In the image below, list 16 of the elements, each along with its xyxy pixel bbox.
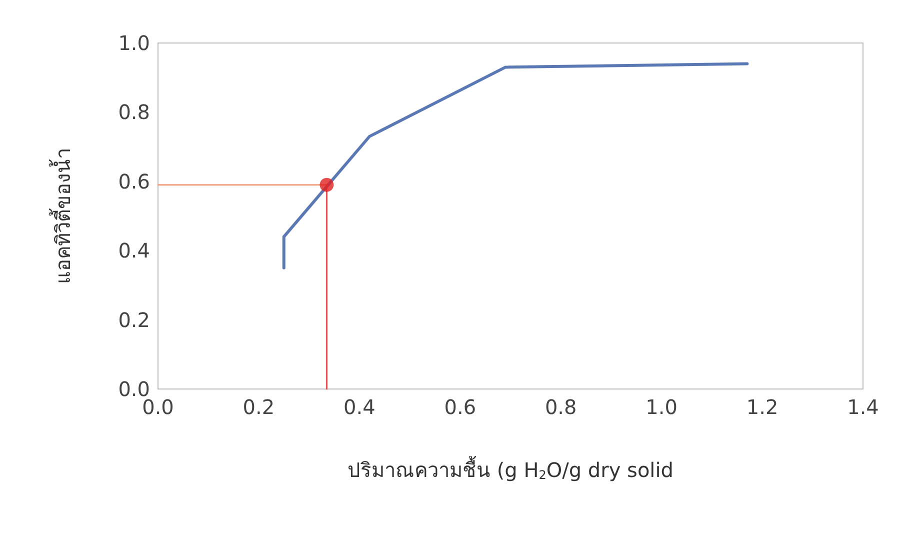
y-tick-label: 0.6 (118, 169, 150, 194)
y-tick-label: 0.2 (118, 308, 150, 332)
x-tick-label: 1.2 (746, 395, 778, 419)
y-axis-title: แอคทิวิตี้ของน้ำ (49, 148, 75, 284)
x-tick-label: 1.0 (646, 395, 678, 419)
x-axis-title: ปริมาณความชื้น (g H2O/g dry solid (347, 456, 674, 482)
y-tick-label: 0.8 (118, 100, 150, 124)
x-tick-label: 0.8 (544, 395, 577, 419)
line-series (282, 62, 749, 270)
x-tick-label: 0.4 (344, 395, 376, 419)
x-tick-label: 0.6 (444, 395, 476, 419)
x-tick-label: 0.0 (142, 395, 174, 419)
x-tick-label: 1.4 (847, 395, 879, 419)
y-tick-label: 1.0 (118, 31, 150, 55)
x-tick-label: 0.2 (242, 395, 275, 419)
y-tick-label: 0.4 (118, 238, 150, 263)
